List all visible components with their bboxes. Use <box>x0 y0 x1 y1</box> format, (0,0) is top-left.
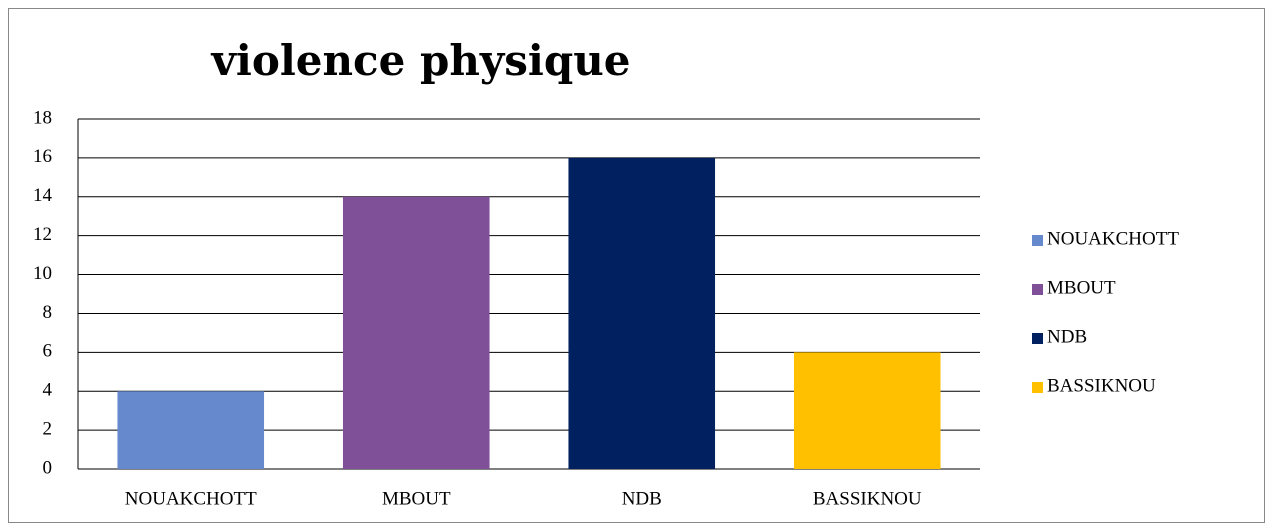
bar <box>568 157 716 469</box>
y-tick-label: 2 <box>43 418 53 439</box>
x-tick-label: MBOUT <box>382 488 451 509</box>
legend-label: NDB <box>1047 326 1087 347</box>
y-tick-label: 8 <box>43 302 53 323</box>
x-tick-label: NOUAKCHOTT <box>125 488 257 509</box>
x-tick-label: BASSIKNOU <box>813 488 922 509</box>
legend-swatch <box>1032 382 1043 393</box>
legend-label: NOUAKCHOTT <box>1047 228 1179 249</box>
x-tick-label: NDB <box>622 488 662 509</box>
y-tick-label: 0 <box>43 457 53 478</box>
chart-title: violence physique <box>210 36 630 85</box>
legend-label: BASSIKNOU <box>1047 375 1156 396</box>
y-tick-label: 18 <box>33 107 52 128</box>
y-tick-label: 6 <box>43 341 53 362</box>
y-tick-label: 12 <box>33 224 52 245</box>
bar <box>793 352 941 469</box>
legend-label: MBOUT <box>1047 277 1116 298</box>
bar <box>117 391 265 469</box>
y-tick-label: 4 <box>43 380 53 401</box>
legend-swatch <box>1032 284 1043 295</box>
y-tick-label: 14 <box>33 185 53 206</box>
bar <box>342 196 490 469</box>
y-tick-label: 10 <box>33 263 52 284</box>
legend-swatch <box>1032 235 1043 246</box>
legend-swatch <box>1032 333 1043 344</box>
y-tick-label: 16 <box>33 146 52 167</box>
